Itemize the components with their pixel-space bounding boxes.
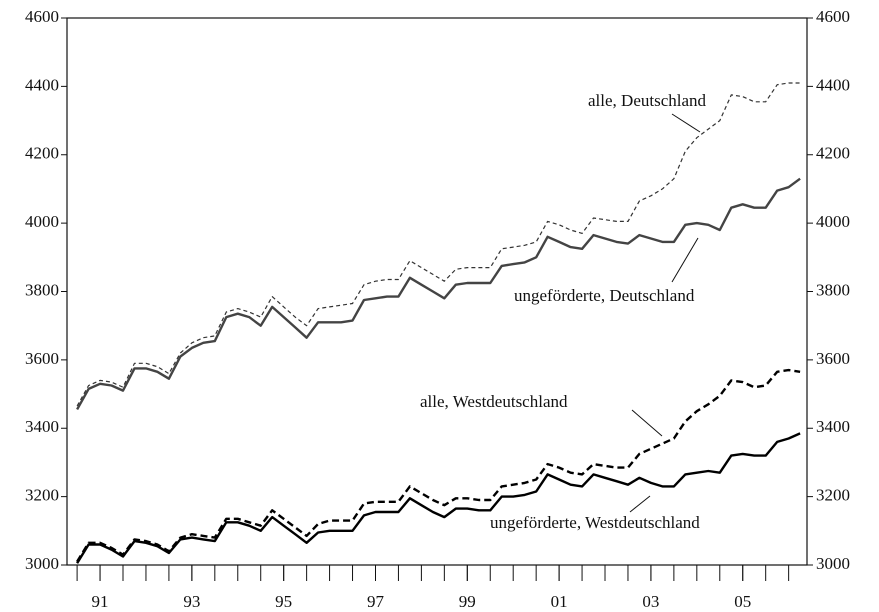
series-line <box>76 177 801 410</box>
y2-tick-label: 3200 <box>816 486 850 505</box>
x-tick-label: 97 <box>367 592 385 611</box>
y-tick-label: 3600 <box>25 349 59 368</box>
y2-tick-label: 4200 <box>816 144 850 163</box>
y2-tick-label: 4400 <box>816 75 850 94</box>
annotation: alle, Westdeutschland <box>420 392 568 411</box>
y-tick-label: 4000 <box>25 212 59 231</box>
series-line <box>76 368 801 563</box>
y2-tick-label: 3400 <box>816 417 850 436</box>
y-tick-label: 3400 <box>25 417 59 436</box>
y-tick-label: 3000 <box>25 554 59 573</box>
x-tick-label: 05 <box>734 592 751 611</box>
x-tick-label: 99 <box>459 592 476 611</box>
annotation: ungeförderte, Deutschland <box>514 286 695 305</box>
leader-line <box>631 409 663 437</box>
x-tick-label: 95 <box>275 592 292 611</box>
y2-tick-label: 4600 <box>816 7 850 26</box>
y-tick-label: 3200 <box>25 486 59 505</box>
leader-line <box>671 113 701 133</box>
y-tick-label: 4600 <box>25 7 59 26</box>
series-line <box>76 82 801 407</box>
series-line <box>76 432 801 564</box>
y-tick-label: 3800 <box>25 280 59 299</box>
x-tick-label: 91 <box>92 592 109 611</box>
y-tick-label: 4400 <box>25 75 59 94</box>
y2-tick-label: 4000 <box>816 212 850 231</box>
x-tick-label: 93 <box>183 592 200 611</box>
y2-tick-label: 3800 <box>816 280 850 299</box>
annotation: alle, Deutschland <box>588 91 707 110</box>
x-tick-label: 01 <box>551 592 568 611</box>
y2-tick-label: 3600 <box>816 349 850 368</box>
y2-tick-label: 3000 <box>816 554 850 573</box>
leader-line <box>671 237 699 283</box>
annotation: ungeförderte, Westdeutschland <box>490 513 700 532</box>
leader-line <box>629 495 651 513</box>
x-tick-label: 03 <box>642 592 659 611</box>
y-tick-label: 4200 <box>25 144 59 163</box>
